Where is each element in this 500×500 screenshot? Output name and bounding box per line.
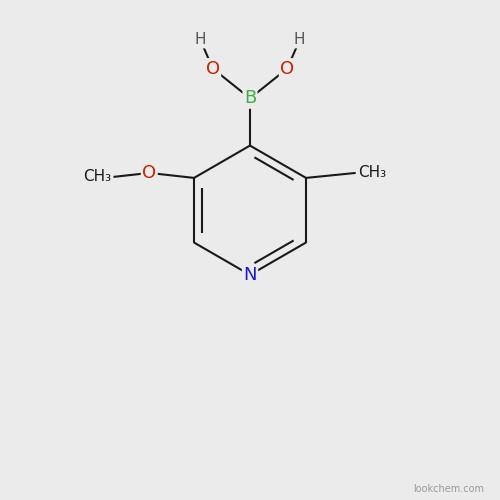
- Text: lookchem.com: lookchem.com: [412, 484, 484, 494]
- Text: B: B: [244, 90, 256, 108]
- Text: CH₃: CH₃: [83, 170, 111, 184]
- Text: O: O: [280, 60, 294, 78]
- Text: CH₃: CH₃: [358, 166, 386, 180]
- Text: O: O: [206, 60, 220, 78]
- Text: H: H: [194, 32, 206, 47]
- Text: H: H: [294, 32, 306, 47]
- Text: O: O: [142, 164, 156, 182]
- Text: N: N: [243, 266, 257, 284]
